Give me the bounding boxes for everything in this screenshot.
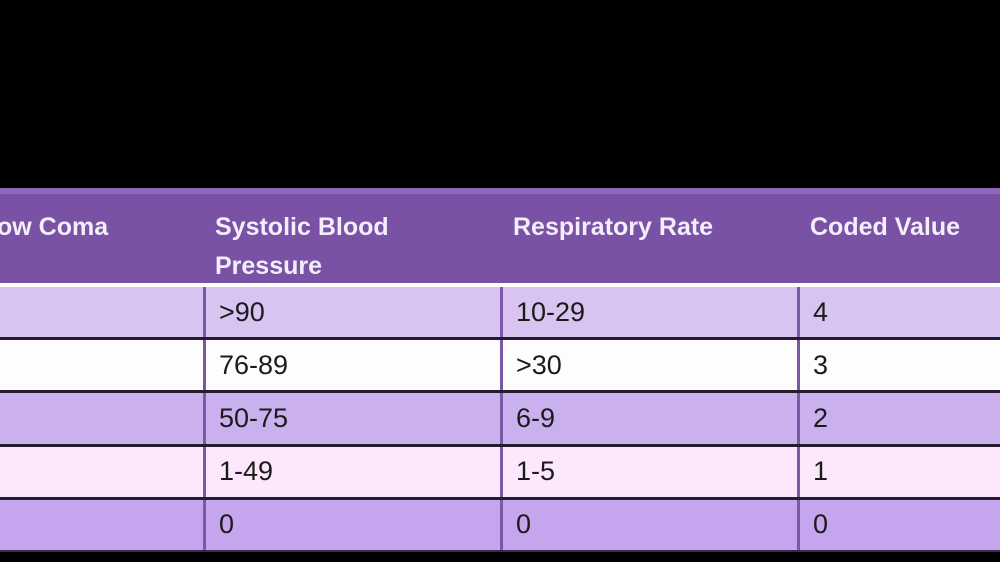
table-cell: 10-29 — [500, 287, 797, 338]
table-cell — [0, 500, 203, 550]
header-cell-systolic-blood-pressure: Systolic Blood Pressure — [200, 194, 500, 283]
table-cell: 2 — [797, 393, 1000, 444]
header-separator-line — [0, 283, 1000, 287]
table-cell — [0, 340, 203, 390]
table-cell: 1 — [797, 446, 1000, 497]
top-letterbox-bar — [0, 0, 1000, 188]
table-row: >90 10-29 4 — [0, 287, 1000, 338]
bottom-letterbox-bar — [0, 552, 1000, 562]
table-cell: 76-89 — [203, 340, 500, 391]
table-cell: 3 — [797, 340, 1000, 391]
table-header-row: ow Coma Systolic Blood Pressure Respirat… — [0, 188, 1000, 283]
table-cell: 0 — [203, 499, 500, 551]
table-cell — [0, 393, 203, 443]
header-label: Respiratory Rate — [513, 213, 714, 241]
table-cell: 6-9 — [500, 393, 797, 444]
table-cell: 0 — [500, 499, 797, 551]
table-cell — [0, 287, 203, 337]
header-cell-coded-value: Coded Value — [797, 194, 997, 283]
header-label: Systolic Blood Pressure — [215, 213, 389, 280]
table-cell: 0 — [797, 499, 1000, 551]
header-label: ow Coma — [0, 213, 109, 241]
header-cell-glasgow-coma: ow Coma — [0, 194, 200, 283]
table-cell: >90 — [203, 287, 500, 338]
table-row: 50-75 6-9 2 — [0, 390, 1000, 444]
table-cell: 50-75 — [203, 393, 500, 444]
table-bottom-edge — [0, 550, 1000, 552]
table-row: 76-89 >30 3 — [0, 337, 1000, 391]
header-cell-respiratory-rate: Respiratory Rate — [500, 194, 797, 283]
table-cell: 4 — [797, 287, 1000, 338]
trauma-score-table: ow Coma Systolic Blood Pressure Respirat… — [0, 188, 1000, 552]
table-row: 1-49 1-5 1 — [0, 443, 1000, 497]
header-label: Coded Value — [810, 213, 961, 241]
table-cell: 1-49 — [203, 446, 500, 497]
table-cell: >30 — [500, 340, 797, 391]
table-row: 0 0 0 — [0, 496, 1000, 551]
table-cell — [0, 447, 203, 497]
table-cell: 1-5 — [500, 446, 797, 497]
table-body: >90 10-29 4 76-89 >30 3 50-75 6-9 2 1-49… — [0, 287, 1000, 551]
